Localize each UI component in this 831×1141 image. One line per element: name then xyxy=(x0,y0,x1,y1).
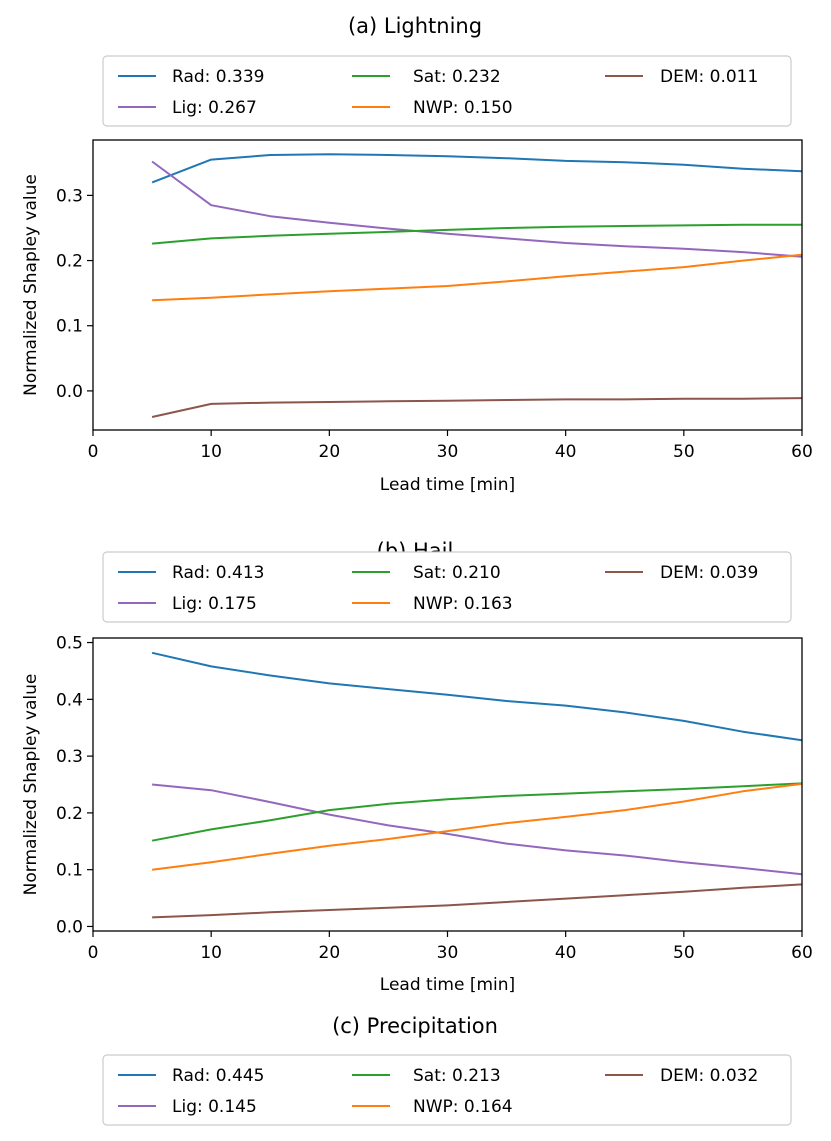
legend-label-sat: Sat: 0.213 xyxy=(413,1066,501,1086)
x-tick-label: 50 xyxy=(673,442,695,462)
legend-frame xyxy=(102,1054,792,1126)
series-group xyxy=(151,153,802,418)
series-line-rad xyxy=(151,651,802,742)
chart-panel-3: (c) Precipitation Rad: 0.445 Lig: 0.145 Sat… xyxy=(102,1014,792,1126)
x-tick-label: 50 xyxy=(673,943,695,963)
legend-frame xyxy=(102,551,792,623)
axes-frame xyxy=(92,637,803,932)
x-tick-label: 60 xyxy=(791,442,813,462)
series-line-sat xyxy=(151,782,802,842)
legend-label-rad: Rad: 0.445 xyxy=(172,1066,264,1086)
chart-title: (c) Precipitation xyxy=(332,1014,498,1038)
series-line-lig xyxy=(151,160,802,258)
x-tick-label: 0 xyxy=(88,442,99,462)
y-tick-label: 0.2 xyxy=(56,252,83,272)
y-tick-label: 0.0 xyxy=(56,382,83,402)
series-line-nwp xyxy=(152,253,802,302)
x-tick-label: 60 xyxy=(791,943,813,963)
legend-label-rad: Rad: 0.413 xyxy=(172,563,264,583)
y-tick-label: 0.4 xyxy=(56,690,83,710)
x-tick-label: 30 xyxy=(437,442,459,462)
x-tick-label: 30 xyxy=(437,943,459,963)
y-tick-label: 0.3 xyxy=(56,747,83,767)
legend-label-sat: Sat: 0.210 xyxy=(413,563,501,583)
x-axis-label: Lead time [min] xyxy=(380,975,515,995)
series-line-dem xyxy=(151,397,802,418)
legend-label-sat: Sat: 0.232 xyxy=(413,67,501,87)
legend-label-dem: DEM: 0.032 xyxy=(660,1066,758,1086)
series-line-dem xyxy=(152,883,802,919)
x-tick-label: 10 xyxy=(200,943,222,963)
legend-label-lig: Lig: 0.175 xyxy=(172,594,257,614)
legend-label-lig: Lig: 0.267 xyxy=(172,98,257,118)
legend-label-rad: Rad: 0.339 xyxy=(172,67,264,87)
series-line-sat xyxy=(152,223,802,245)
x-tick-label: 20 xyxy=(319,442,341,462)
y-tick-label: 0.1 xyxy=(56,861,83,881)
series-group xyxy=(151,651,802,919)
legend-frame xyxy=(102,55,792,127)
x-tick-label: 10 xyxy=(200,442,222,462)
y-tick-label: 0.0 xyxy=(56,917,83,937)
series-line-rad xyxy=(151,153,802,184)
y-axis-label: Normalized Shapley value xyxy=(21,674,41,896)
legend-label-nwp: NWP: 0.150 xyxy=(413,98,513,118)
series-line-nwp xyxy=(151,782,802,871)
legend: Rad: 0.445 Lig: 0.145 Sat: 0.213 NWP: 0.164… xyxy=(102,1054,792,1126)
series-line-lig xyxy=(152,783,802,876)
x-tick-label: 40 xyxy=(555,442,577,462)
y-tick-label: 0.3 xyxy=(56,186,83,206)
x-tick-label: 0 xyxy=(88,943,99,963)
legend: Rad: 0.413 Lig: 0.175 Sat: 0.210 NWP: 0.163… xyxy=(102,551,792,623)
legend: Rad: 0.339 Lig: 0.267 Sat: 0.232 NWP: 0.150… xyxy=(102,55,792,127)
chart-panel-1: (a) Lightning Rad: 0.339 Lig: 0.267 Sat: 0.… xyxy=(21,14,813,495)
legend-label-nwp: NWP: 0.163 xyxy=(413,594,513,614)
y-axis-label: Normalized Shapley value xyxy=(21,174,41,396)
chart-title: (a) Lightning xyxy=(348,14,482,38)
legend-label-lig: Lig: 0.145 xyxy=(172,1097,257,1117)
x-axis-label: Lead time [min] xyxy=(380,475,515,495)
x-tick-label: 40 xyxy=(555,943,577,963)
y-tick-label: 0.1 xyxy=(56,317,83,337)
x-tick-label: 20 xyxy=(319,943,341,963)
legend-label-dem: DEM: 0.039 xyxy=(660,563,758,583)
legend-label-dem: DEM: 0.011 xyxy=(660,67,758,87)
y-tick-label: 0.2 xyxy=(56,804,83,824)
legend-label-nwp: NWP: 0.164 xyxy=(413,1097,513,1117)
y-tick-label: 0.5 xyxy=(56,634,83,654)
